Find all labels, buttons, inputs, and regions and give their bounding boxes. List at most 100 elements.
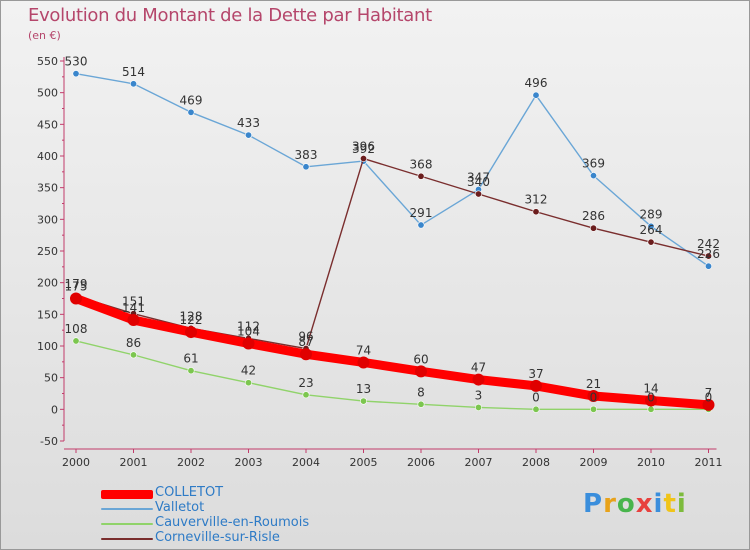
- data-label: 37: [528, 367, 543, 381]
- data-label: 21: [586, 377, 601, 391]
- data-label: 96: [298, 330, 313, 344]
- data-label: 0: [532, 390, 540, 404]
- data-point: [127, 314, 140, 327]
- data-point: [242, 337, 255, 350]
- data-label: 242: [697, 237, 720, 251]
- data-label: 496: [525, 76, 548, 90]
- y-tick-label: 350: [37, 182, 58, 195]
- data-point: [357, 356, 370, 369]
- data-point: [185, 326, 197, 339]
- data-label: 264: [640, 223, 663, 237]
- data-label: 179: [65, 277, 88, 291]
- data-label: 0: [590, 390, 598, 404]
- y-tick-label: 400: [37, 150, 58, 163]
- data-label: 47: [471, 361, 486, 375]
- y-tick-label: -50: [40, 435, 58, 448]
- data-label: 312: [525, 193, 548, 207]
- data-label: 14: [643, 381, 658, 395]
- data-point: [472, 373, 485, 386]
- data-label: 289: [640, 207, 663, 221]
- data-label: 286: [582, 209, 605, 223]
- legend-swatch: [101, 523, 153, 525]
- data-label: 383: [295, 148, 318, 162]
- chart-unit-label: (en €): [28, 29, 61, 42]
- data-label: 61: [183, 352, 198, 366]
- series-line-corneville-sur-risle: [75, 157, 710, 350]
- legend-swatch: [101, 538, 153, 540]
- x-tick-label: 2002: [177, 456, 205, 469]
- data-point: [300, 348, 312, 361]
- y-tick-label: 250: [37, 245, 58, 258]
- x-tick-label: 2000: [62, 456, 90, 469]
- data-label: 291: [410, 206, 433, 220]
- data-label: 530: [65, 55, 88, 69]
- data-point: [474, 403, 482, 411]
- data-point: [245, 379, 253, 387]
- data-label: 128: [180, 309, 203, 323]
- y-tick-label: 450: [37, 118, 58, 131]
- data-label: 392: [352, 142, 375, 156]
- data-label: 23: [298, 376, 313, 390]
- chart-title: Evolution du Montant de la Dette par Hab…: [28, 5, 432, 26]
- x-tick-label: 2003: [235, 456, 263, 469]
- data-label: 13: [356, 382, 371, 396]
- data-point: [704, 252, 712, 260]
- data-label: 514: [122, 65, 145, 79]
- data-point: [70, 292, 82, 305]
- data-point: [417, 221, 425, 229]
- legend-label: COLLETOT: [155, 485, 224, 500]
- data-label: 74: [356, 343, 371, 357]
- data-label: 108: [65, 322, 88, 336]
- data-point: [72, 337, 80, 345]
- data-point: [532, 91, 540, 99]
- y-tick-label: 150: [37, 308, 58, 321]
- data-label: 122: [180, 313, 203, 327]
- data-point: [647, 222, 655, 230]
- series-line-cauverville-en-roumois: [75, 340, 710, 411]
- data-point: [417, 172, 425, 180]
- x-tick-label: 2001: [120, 456, 148, 469]
- data-label: 112: [237, 319, 260, 333]
- data-label: 104: [237, 324, 260, 338]
- y-tick-label: 200: [37, 277, 58, 290]
- data-label: 368: [410, 157, 433, 171]
- x-tick-label: 2011: [695, 456, 723, 469]
- data-label: 86: [126, 336, 141, 350]
- x-tick-label: 2008: [522, 456, 550, 469]
- y-tick-label: 0: [51, 403, 58, 416]
- data-point: [589, 172, 597, 180]
- legend-swatch: [101, 508, 153, 510]
- data-point: [187, 367, 195, 375]
- data-point: [245, 131, 253, 139]
- data-label: 60: [413, 352, 428, 366]
- data-label: 151: [122, 295, 145, 309]
- data-label: 340: [467, 175, 490, 189]
- x-tick-label: 2006: [407, 456, 435, 469]
- data-point: [72, 70, 80, 78]
- data-point: [647, 238, 655, 246]
- data-point: [530, 379, 542, 392]
- data-point: [415, 365, 427, 378]
- data-point: [359, 155, 367, 163]
- x-tick-label: 2007: [465, 456, 493, 469]
- data-point: [532, 208, 540, 216]
- legend-label: Cauverville-en-Roumois: [155, 515, 310, 530]
- data-point: [130, 80, 138, 88]
- data-label: 7: [705, 386, 713, 400]
- data-point: [302, 391, 310, 399]
- data-point: [359, 397, 367, 405]
- x-tick-label: 2009: [580, 456, 608, 469]
- data-point: [589, 224, 597, 232]
- data-point: [645, 394, 657, 407]
- y-tick-label: 550: [37, 55, 58, 68]
- data-point: [587, 390, 600, 403]
- y-tick-label: 50: [44, 372, 58, 385]
- data-label: 469: [180, 93, 203, 107]
- x-tick-label: 2010: [637, 456, 665, 469]
- series-line-colletot: [71, 294, 713, 410]
- data-point: [187, 108, 195, 116]
- data-point: [417, 400, 425, 408]
- x-tick-label: 2005: [350, 456, 378, 469]
